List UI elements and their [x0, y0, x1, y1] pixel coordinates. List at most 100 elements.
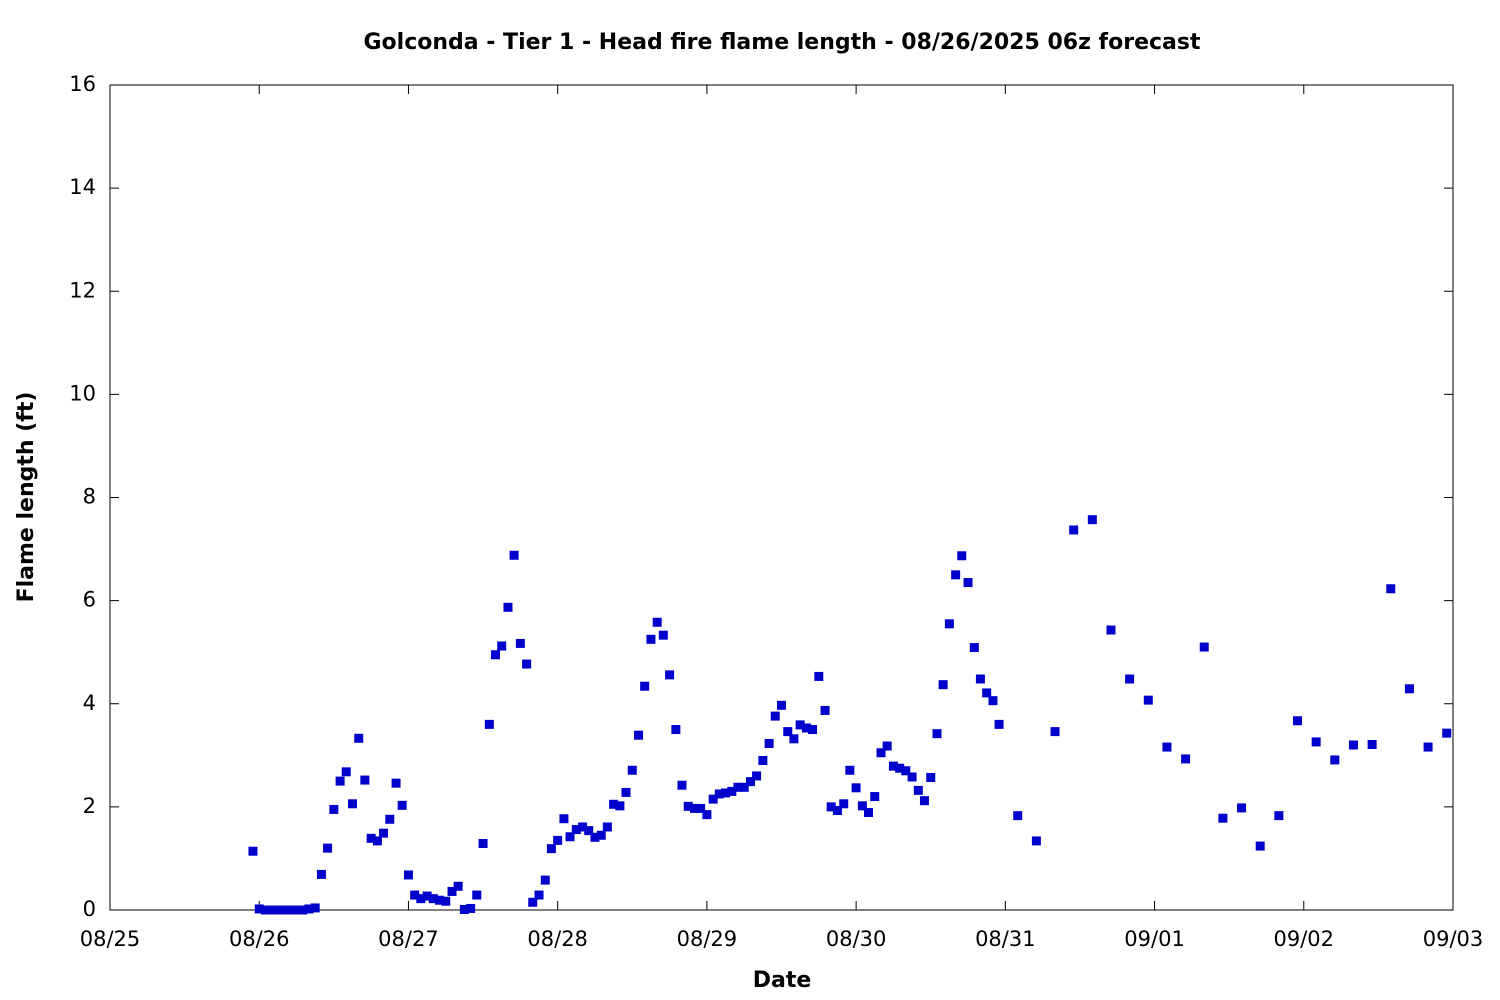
point [248, 846, 258, 856]
point [447, 886, 457, 896]
point [944, 619, 954, 629]
point [721, 788, 731, 798]
point [453, 881, 463, 891]
point [963, 578, 973, 588]
point [1386, 584, 1396, 594]
point [671, 725, 681, 735]
point [851, 783, 861, 793]
y-tick-label: 12 [69, 278, 96, 302]
point [764, 738, 774, 748]
point [1330, 755, 1340, 765]
point [758, 755, 768, 765]
point [870, 792, 880, 802]
point [795, 720, 805, 730]
point [578, 822, 588, 832]
point [652, 617, 662, 627]
point [428, 894, 438, 904]
point [1274, 811, 1284, 821]
point [590, 832, 600, 842]
point [484, 719, 494, 729]
point [814, 671, 824, 681]
point [1013, 811, 1023, 821]
point [863, 808, 873, 818]
point [546, 844, 556, 854]
point [770, 711, 780, 721]
point [1106, 625, 1116, 635]
point [609, 799, 619, 809]
point [783, 727, 793, 737]
point [310, 903, 320, 913]
point [1050, 727, 1060, 737]
x-tick-label: 08/30 [826, 927, 887, 951]
point [553, 835, 563, 845]
point [839, 799, 849, 809]
point [329, 804, 339, 814]
point [733, 782, 743, 792]
point [366, 833, 376, 843]
point [540, 875, 550, 885]
point [1423, 742, 1433, 752]
point [490, 650, 500, 660]
point [621, 787, 631, 797]
point [354, 733, 364, 743]
point [975, 674, 985, 684]
point [534, 890, 544, 900]
point [690, 803, 700, 813]
point [1069, 525, 1079, 535]
point [1181, 754, 1191, 764]
point [1199, 642, 1209, 652]
point [994, 719, 1004, 729]
point [901, 766, 911, 776]
x-tick-label: 08/28 [527, 927, 588, 951]
point [982, 688, 992, 698]
point [596, 830, 606, 840]
x-tick-label: 08/26 [229, 927, 290, 951]
point [565, 832, 575, 842]
point [254, 904, 264, 914]
point [845, 765, 855, 775]
y-tick-label: 10 [69, 381, 96, 405]
point [360, 775, 370, 785]
point [403, 870, 413, 880]
y-tick-label: 2 [83, 794, 96, 818]
point [1311, 737, 1321, 747]
point [515, 638, 525, 648]
point [969, 643, 979, 653]
point [727, 786, 737, 796]
x-tick-label: 09/01 [1124, 927, 1185, 951]
point [279, 905, 289, 915]
y-axis-label: Flame length (ft) [14, 392, 39, 603]
point [459, 904, 469, 914]
point [1442, 728, 1452, 738]
point [559, 814, 569, 824]
point [907, 772, 917, 782]
x-axis-label: Date [753, 968, 812, 993]
point [634, 730, 644, 740]
point [267, 905, 277, 915]
point [422, 891, 432, 901]
point [808, 725, 818, 735]
point [1162, 742, 1172, 752]
point [882, 741, 892, 751]
point [584, 826, 594, 836]
y-tick-label: 6 [83, 588, 96, 612]
point [1404, 684, 1414, 694]
point [323, 843, 333, 853]
x-tick-label: 08/29 [677, 927, 738, 951]
point [260, 905, 270, 915]
point [789, 734, 799, 744]
point [1237, 803, 1247, 813]
point [385, 814, 395, 824]
point [478, 838, 488, 848]
plot-frame [109, 84, 1454, 911]
point [640, 681, 650, 691]
point [857, 801, 867, 811]
point [627, 765, 637, 775]
point [509, 550, 519, 560]
x-tick-label: 08/25 [80, 927, 141, 951]
point [528, 897, 538, 907]
point [410, 890, 420, 900]
point [472, 890, 482, 900]
point [919, 796, 929, 806]
